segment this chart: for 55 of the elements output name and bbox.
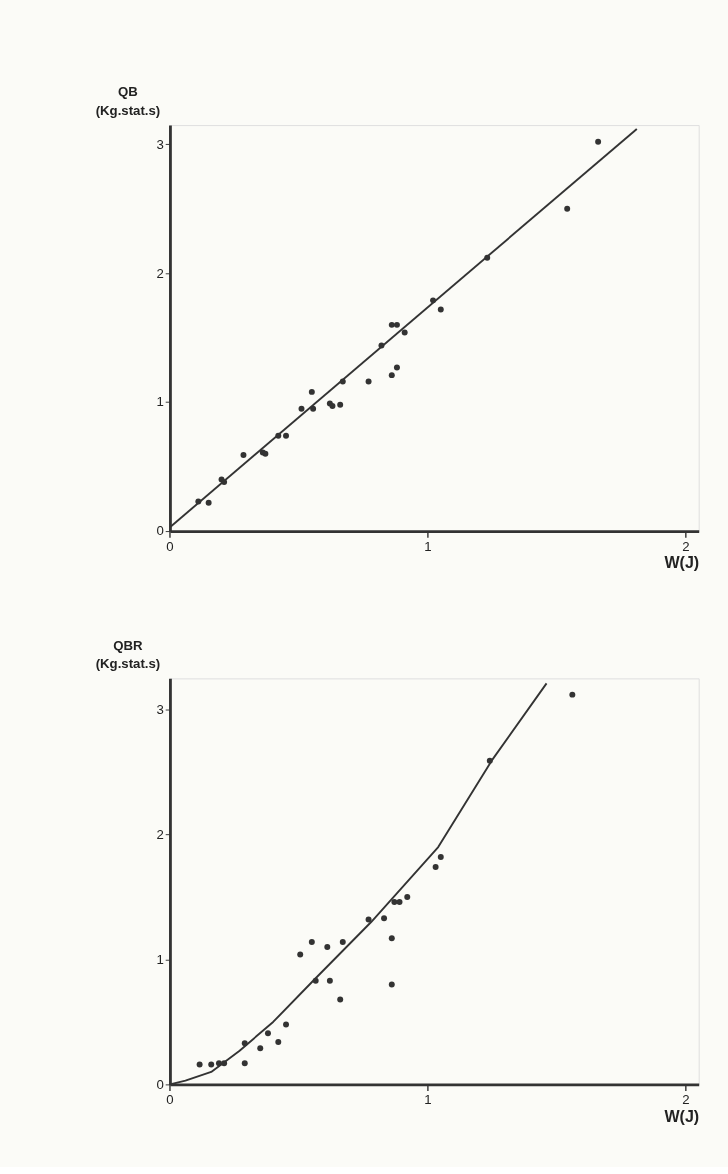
point [297,951,304,958]
y-tick-label: 1 [156,951,164,967]
point [308,939,315,945]
x-tick-label: 2 [682,1092,690,1108]
point [365,378,372,385]
y-axis-title: QB (Kg.stat.s) [95,84,161,119]
x-axis-title: W(J) [664,553,700,572]
point [388,981,395,988]
y-tick-label: 3 [156,136,164,152]
point [404,894,411,900]
point [396,899,403,905]
point [240,452,247,459]
point [401,329,408,336]
x-tick-label: 0 [166,538,174,554]
point [241,1060,248,1067]
point [388,321,395,328]
x-tick-label: 1 [424,538,432,554]
point [308,388,315,395]
point [393,321,400,328]
point [432,864,439,871]
point [283,432,290,439]
x-tick-label: 1 [424,1092,432,1108]
point [326,977,333,984]
point [337,996,344,1003]
y-tick-label: 1 [156,394,164,410]
y-tick-label: 2 [156,265,164,281]
point [391,899,398,905]
point [564,205,571,212]
point [337,401,344,408]
point [196,1061,203,1068]
point [275,1038,282,1045]
point [388,935,395,942]
point [283,1021,290,1028]
point [264,1030,271,1037]
point [393,364,400,371]
point [208,1061,215,1068]
point [257,1045,264,1052]
point [388,372,395,379]
point [205,499,212,506]
point [324,944,331,950]
y-tick-label: 3 [156,701,164,717]
point [437,854,444,861]
y-tick-label: 0 [156,523,164,539]
point [381,915,388,922]
y-axis-title: QBR (Kg.stat.s) [95,637,161,672]
point [298,405,305,412]
x-tick-label: 2 [682,538,690,554]
point [437,306,444,313]
x-tick-label: 0 [166,1092,174,1108]
point [595,138,602,145]
point [569,691,576,698]
y-tick-label: 2 [156,826,164,842]
y-tick-label: 0 [156,1076,164,1092]
x-axis-title: W(J) [664,1106,700,1125]
point [339,939,346,945]
